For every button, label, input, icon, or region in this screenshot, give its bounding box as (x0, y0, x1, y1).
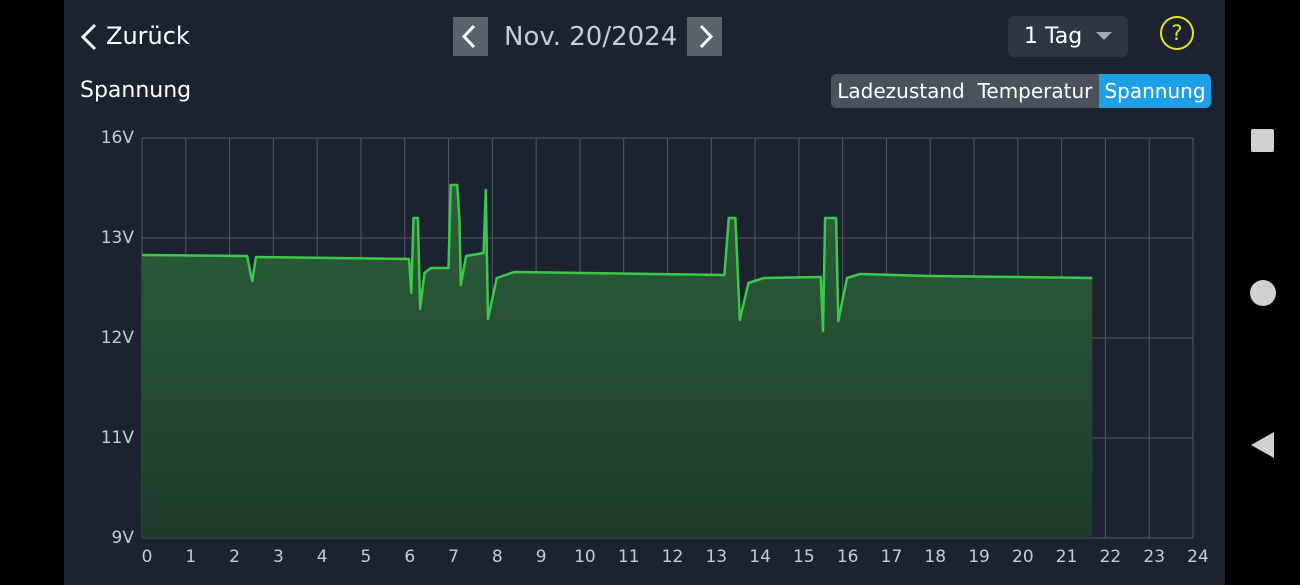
x-tick-label: 14 (749, 547, 771, 567)
x-tick-label: 9 (536, 547, 547, 567)
x-tick-label: 10 (574, 547, 596, 567)
x-tick-label: 18 (924, 547, 946, 567)
x-tick-label: 2 (229, 547, 240, 567)
y-tick-label: 13V (101, 228, 135, 248)
tab[interactable]: Ladezustand (831, 74, 971, 108)
range-label: 1 Tag (1024, 24, 1083, 49)
prev-day[interactable] (453, 17, 488, 56)
range-dropdown[interactable]: 1 Tag (1008, 16, 1128, 57)
line (141, 183, 1093, 333)
x-tick-label: 3 (273, 547, 284, 567)
x-tick-label: 7 (448, 547, 459, 567)
x-tick-label: 12 (662, 547, 684, 567)
x-tick-label: 17 (881, 547, 903, 567)
x-tick-label: 1 (185, 547, 196, 567)
x-tick-label: 20 (1012, 547, 1034, 567)
y-tick-label: 9V (112, 528, 135, 548)
y-tick-label: 12V (101, 328, 135, 348)
x-tick-label: 5 (361, 547, 372, 567)
tab[interactable]: Temperatur (971, 74, 1099, 108)
x-tick-label: 13 (705, 547, 727, 567)
help-button[interactable]: ? (1160, 16, 1194, 50)
date: Nov. 20/2024 (504, 22, 678, 52)
x-tick-label: 24 (1187, 547, 1209, 567)
x-tick-label: 8 (492, 547, 503, 567)
x-tick-label: 19 (968, 547, 990, 567)
x-tick-label: 23 (1143, 547, 1165, 567)
nav-bar (1250, 129, 1276, 458)
back-icon[interactable] (78, 22, 100, 52)
x-tick-label: 11 (618, 547, 640, 567)
x-tick-label: 15 (793, 547, 815, 567)
app: Zurück Nov. 20/2024 1 Tag ? Spannung Lad… (64, 0, 1225, 585)
y-tick-label: 11V (101, 428, 135, 448)
area-fill (142, 185, 1093, 538)
x-tick-label: 4 (317, 547, 328, 567)
chart-title: Spannung (80, 78, 192, 103)
back-button[interactable]: Zurück (106, 22, 190, 50)
y-tick-label: 16V (101, 128, 135, 148)
tab[interactable]: Spannung (1099, 74, 1211, 108)
x-tick-label: 21 (1056, 547, 1078, 567)
x-tick-label: 6 (404, 547, 415, 567)
x-tick-label: 16 (837, 547, 859, 567)
dropdown-arrow (1096, 32, 1112, 40)
x-tick-label: 22 (1100, 547, 1122, 567)
next-day[interactable] (687, 17, 722, 56)
x-tick-label: 0 (142, 547, 153, 567)
